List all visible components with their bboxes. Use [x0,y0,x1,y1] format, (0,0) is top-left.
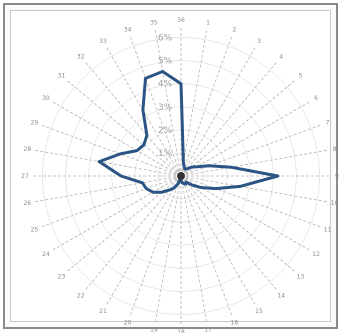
direction-label: 2 [232,26,236,33]
radial-tick-label: 5% [158,57,173,67]
direction-label: 3 [257,38,261,45]
direction-label: 16 [231,320,239,327]
direction-label: 27 [21,173,29,180]
direction-labels: 1234567891011121314151617181920212223242… [21,17,339,333]
direction-label: 21 [99,308,107,315]
direction-label: 26 [24,200,32,207]
direction-label: 33 [99,38,107,45]
spoke-line [129,34,182,177]
direction-label: 28 [24,146,32,153]
spoke-line [180,124,323,177]
direction-label: 11 [324,226,332,233]
radial-ring [42,37,320,315]
spoke-line [84,175,182,292]
radial-tick-label: 4% [158,80,173,90]
center-marker [177,172,185,180]
spoke-line [180,149,329,177]
direction-label: 30 [42,95,50,102]
radial-ring [157,152,205,200]
spoke-line [180,79,297,177]
spoke-line [180,100,312,177]
direction-label: 4 [279,53,283,60]
direction-spokes [31,26,331,326]
spoke-line [154,175,182,324]
direction-label: 17 [204,327,212,333]
spoke-line [50,175,182,252]
radial-tick-label: 1% [158,149,173,159]
direction-label: 23 [58,273,66,280]
spoke-line [105,175,182,307]
direction-label: 34 [124,26,132,33]
direction-label: 22 [77,293,85,300]
direction-label: 5 [299,73,303,80]
spoke-line [84,60,182,177]
spoke-line [180,28,208,177]
spoke-line [180,175,297,273]
direction-label: 31 [58,73,66,80]
spoke-line [180,175,257,307]
direction-label: 25 [31,226,39,233]
spoke-line [180,175,233,318]
spoke-line [180,34,233,177]
radial-tick-labels: 1% 2% 3% 4% 5% 6% [158,34,173,159]
spoke-line [154,28,182,177]
direction-label: 9 [335,173,339,180]
direction-label: 32 [77,53,85,60]
direction-label: 13 [297,273,305,280]
spoke-line [39,175,182,228]
spoke-line [180,175,329,203]
direction-label: 18 [177,329,185,333]
spoke-line [50,100,182,177]
direction-label: 20 [124,320,132,327]
direction-label: 19 [150,327,158,333]
direction-label: 24 [42,251,50,258]
radial-tick-label: 3% [158,103,173,113]
spoke-line [180,175,278,292]
spoke-line [129,175,182,318]
chart-plot-area [10,10,331,322]
spoke-line [180,175,323,228]
spoke-line [65,79,182,177]
direction-label: 6 [314,95,318,102]
direction-label: 35 [150,19,158,26]
spoke-line [180,175,208,324]
spoke-line [180,45,257,177]
direction-label: 29 [31,120,39,127]
spoke-line [180,60,278,177]
spoke-line [33,175,182,203]
direction-label: 14 [277,293,285,300]
direction-label: 12 [312,251,320,258]
direction-label: 36 [177,17,185,24]
direction-label: 8 [333,146,337,153]
radial-tick-label: 6% [158,34,173,44]
spoke-line [39,124,182,177]
direction-label: 10 [331,200,339,207]
spoke-line [33,149,182,177]
series-group [97,70,280,194]
direction-label: 7 [326,120,330,127]
direction-label: 1 [206,19,210,26]
chart-frame [3,3,338,329]
series-outline [97,70,280,194]
direction-label: 15 [255,308,263,315]
radial-tick-label: 2% [158,126,173,136]
